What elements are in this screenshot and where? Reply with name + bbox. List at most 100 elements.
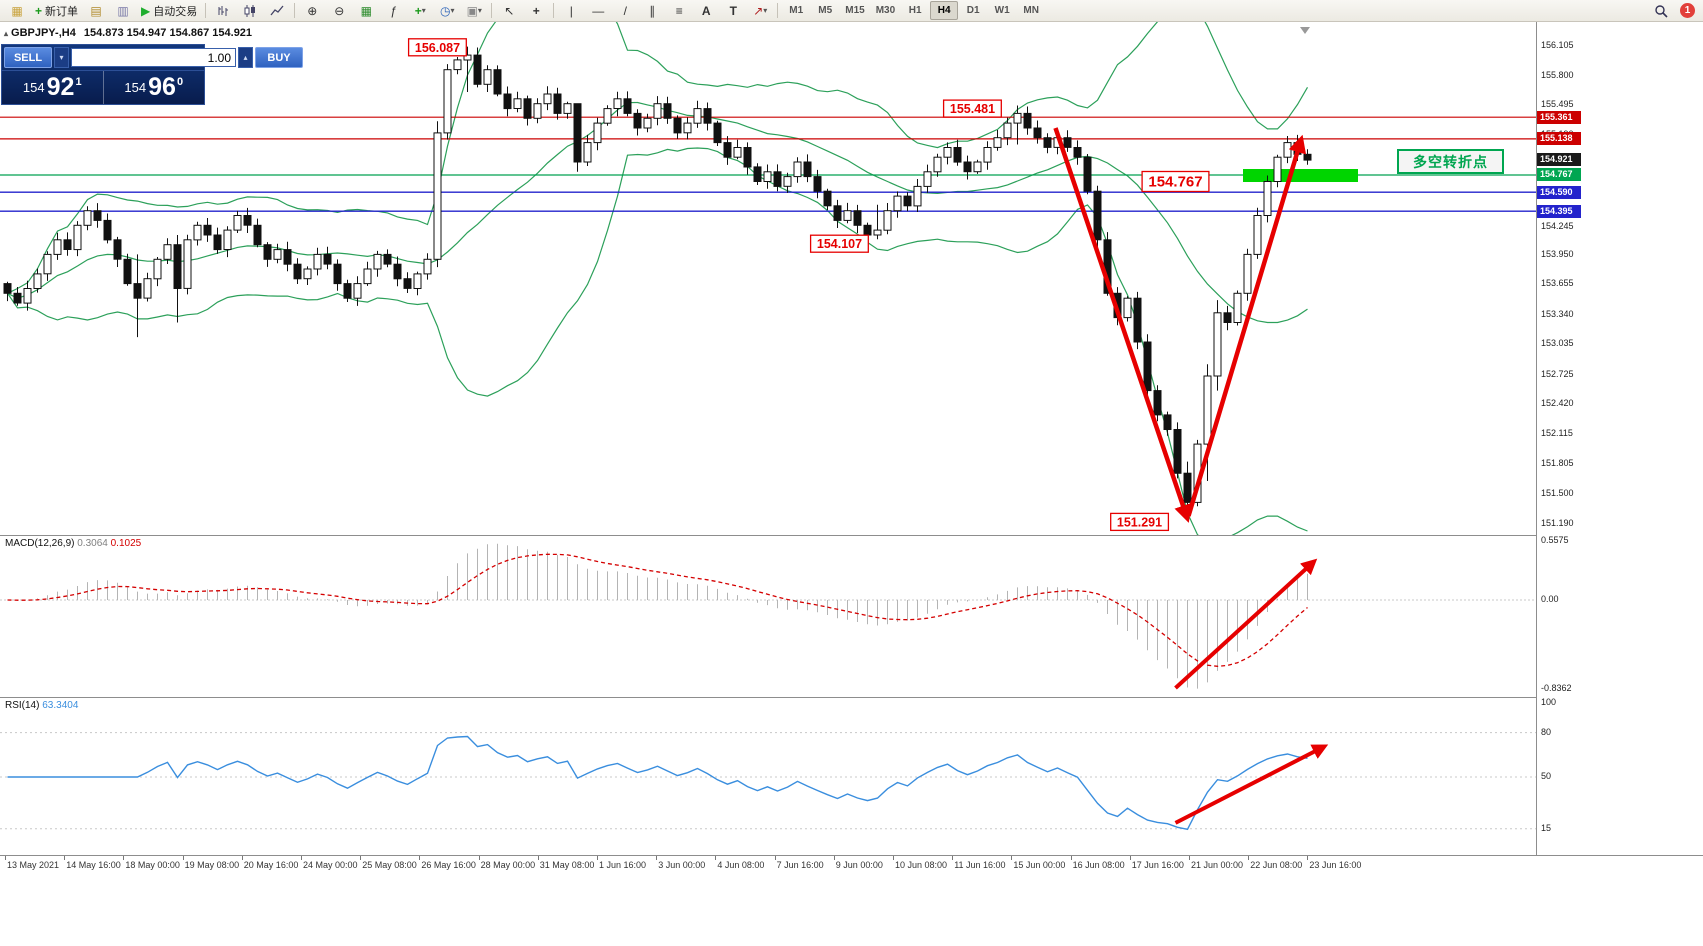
time-tick <box>1070 856 1072 860</box>
symbol-period-label: GBPJPY-,H4 <box>11 27 76 39</box>
timeframe-h1-button[interactable]: H1 <box>908 5 922 16</box>
vertical-line-icon: | <box>569 3 573 18</box>
time-tick <box>1307 856 1309 860</box>
price-annotation-label[interactable]: 154.107 <box>809 234 869 253</box>
rsi-trend-arrow[interactable] <box>1174 744 1329 825</box>
price-axis[interactable]: 156.105155.800155.495155.190154.885154.5… <box>1536 22 1703 855</box>
add-indicator-button[interactable]: + ▾ <box>407 1 433 21</box>
trendline-tool-button[interactable]: / <box>612 1 638 21</box>
buy-price[interactable]: 154 96 0 <box>104 71 205 104</box>
time-tick-label: 23 Jun 16:00 <box>1309 860 1362 870</box>
price-annotation-label[interactable]: 156.087 <box>407 38 467 57</box>
time-tick-label: 31 May 08:00 <box>539 860 595 870</box>
crosshair-tool-button[interactable]: + <box>523 1 549 21</box>
price-tick-label: 155.800 <box>1541 69 1574 80</box>
macd-tick-label: 0.00 <box>1541 594 1559 604</box>
cursor-tool-button[interactable]: ↖ <box>496 1 522 21</box>
templates-button[interactable]: ▣ ▾ <box>461 1 487 21</box>
search-button[interactable] <box>1648 1 1674 21</box>
zoom-out-button[interactable]: ⊖ <box>326 1 352 21</box>
text-label-tool-icon: T <box>729 3 737 18</box>
timeframe-m1-button[interactable]: M1 <box>789 5 804 16</box>
price-tick-label: 156.105 <box>1541 39 1574 50</box>
chart-window-icon[interactable]: ▦ <box>4 1 30 21</box>
channel-tool-button[interactable]: ∥ <box>639 1 665 21</box>
timeframe-m5-button[interactable]: M5 <box>818 5 833 16</box>
time-axis[interactable]: 13 May 2021 14 May 16:00 18 May 00:00 19 Ma… <box>0 855 1703 876</box>
zoom-in-button[interactable]: ⊕ <box>299 1 325 21</box>
macd-tick-label: 0.5575 <box>1541 534 1569 545</box>
autotrading-play-icon: ▶ <box>141 3 151 18</box>
macd-trend-arrow[interactable] <box>1174 558 1318 690</box>
ohlc-values: 154.873 154.947 154.867 154.921 <box>83 27 253 39</box>
profiles-button[interactable]: ▥ <box>110 1 136 21</box>
svg-text:156.087: 156.087 <box>415 41 460 55</box>
rsi-canvas[interactable] <box>0 698 1536 855</box>
horizontal-line-tool-button[interactable]: — <box>585 1 611 21</box>
timeframe-w1-button[interactable]: W1 <box>994 5 1010 16</box>
candlestick-chart-button[interactable] <box>237 1 263 21</box>
trade-panel-divider <box>102 71 104 104</box>
line-chart-button[interactable] <box>264 1 290 21</box>
trend-arrow[interactable] <box>1053 127 1192 523</box>
time-tick <box>893 856 894 860</box>
main-chart-canvas[interactable]: 156.087 155.481 154.767 154.107 151.291 <box>0 22 1536 535</box>
periods-button[interactable]: ◷ ▾ <box>434 1 460 21</box>
svg-text:151.291: 151.291 <box>1117 515 1162 529</box>
one-click-trade-panel: SELL ▾ ▴ BUY 154 92 1 154 96 0 <box>1 44 303 105</box>
indicators-button[interactable]: ƒ <box>380 1 406 21</box>
time-tick-label: 21 Jun 00:00 <box>1191 860 1244 870</box>
sell-button[interactable]: SELL <box>4 47 52 68</box>
notification-badge[interactable]: 1 <box>1680 3 1695 18</box>
support-zone-rect[interactable] <box>1243 169 1358 182</box>
arrow-tools-icon: ↗ <box>753 3 764 18</box>
rsi-tick-label: 15 <box>1541 822 1552 833</box>
timeframe-m15-button[interactable]: M15 <box>845 5 865 16</box>
timeframe-m30-button[interactable]: M30 <box>875 5 896 16</box>
timeframe-h4-button[interactable]: H4 <box>930 1 959 20</box>
turning-point-label[interactable]: 多空转折点 <box>1397 149 1504 174</box>
timeframe-mn-button[interactable]: MN <box>1023 5 1039 16</box>
charts-button[interactable]: ▤ <box>83 1 109 21</box>
text-label-tool-button[interactable]: T <box>720 1 746 21</box>
arrow-tools-button[interactable]: ↗ ▾ <box>747 1 773 21</box>
price-tick-label: 153.655 <box>1541 278 1574 289</box>
time-tick <box>301 856 302 860</box>
price-annotation-label[interactable]: 151.291 <box>1110 512 1170 532</box>
tile-windows-button[interactable]: ▦ <box>353 1 379 21</box>
toolbar-separator <box>553 3 555 18</box>
text-tool-button[interactable]: A <box>693 1 719 21</box>
price-tick-label: 154.245 <box>1541 220 1574 231</box>
lot-size-input[interactable] <box>71 48 236 67</box>
macd-canvas[interactable] <box>0 536 1536 697</box>
macd-label: MACD(12,26,9) <box>5 538 75 549</box>
vertical-line-tool-button[interactable]: | <box>558 1 584 21</box>
time-tick <box>952 856 954 860</box>
price-annotation-label[interactable]: 155.481 <box>942 99 1002 118</box>
bar-chart-icon <box>218 5 229 16</box>
time-tick <box>241 856 243 860</box>
rsi-pane: RSI(14) 63.3404 <box>0 697 1536 855</box>
zoom-in-icon: ⊕ <box>307 3 318 18</box>
tile-windows-icon: ▦ <box>360 3 372 18</box>
fibonacci-tool-button[interactable]: ≡ <box>666 1 692 21</box>
sell-price[interactable]: 154 92 1 <box>2 71 103 104</box>
time-tick <box>419 856 421 860</box>
timeframe-d1-button[interactable]: D1 <box>966 5 980 16</box>
lot-decrease-button[interactable]: ▾ <box>54 47 69 68</box>
price-annotation-label[interactable]: 154.767 <box>1141 170 1210 193</box>
svg-text:154.767: 154.767 <box>1148 174 1202 191</box>
new-order-button[interactable]: + 新订单 <box>31 1 82 21</box>
channel-icon: ∥ <box>649 3 656 18</box>
autotrading-button[interactable]: ▶ 自动交易 <box>137 1 201 21</box>
macd-tick-label: -0.8362 <box>1541 682 1572 693</box>
bar-chart-button[interactable] <box>210 1 236 21</box>
buy-button[interactable]: BUY <box>255 47 303 68</box>
new-order-label: 新订单 <box>45 5 79 18</box>
lot-increase-button[interactable]: ▴ <box>238 47 253 68</box>
time-tick-label: 17 Jun 16:00 <box>1131 860 1184 870</box>
trend-arrow[interactable] <box>1186 134 1307 517</box>
time-tick <box>1011 856 1013 860</box>
main-chart-pane: ▴ GBPJPY-,H4 154.873 154.947 154.867 154.9… <box>0 22 1536 535</box>
